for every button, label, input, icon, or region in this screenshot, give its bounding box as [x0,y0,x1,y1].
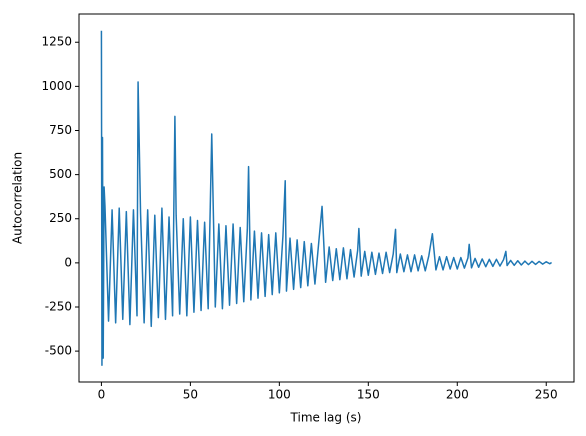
x-tick-label: 100 [268,388,291,402]
y-tick-label: 250 [49,211,72,225]
y-tick-label: 0 [64,255,72,269]
y-tick-label: 1250 [41,35,72,49]
y-axis-label: Autocorrelation [11,152,25,244]
y-tick-label: -250 [45,299,72,313]
y-tick-label: 500 [49,167,72,181]
data-line [100,30,553,366]
x-tick-label: 150 [357,388,380,402]
x-tick-label: 50 [183,388,198,402]
x-axis-label: Time lag (s) [290,411,362,425]
y-tick-label: -500 [45,344,72,358]
x-tick-label: 0 [98,388,106,402]
x-tick-label: 250 [535,388,558,402]
x-tick-label: 200 [446,388,469,402]
plot-frame [78,13,575,383]
y-tick-label: 1000 [41,79,72,93]
y-tick-label: 750 [49,123,72,137]
